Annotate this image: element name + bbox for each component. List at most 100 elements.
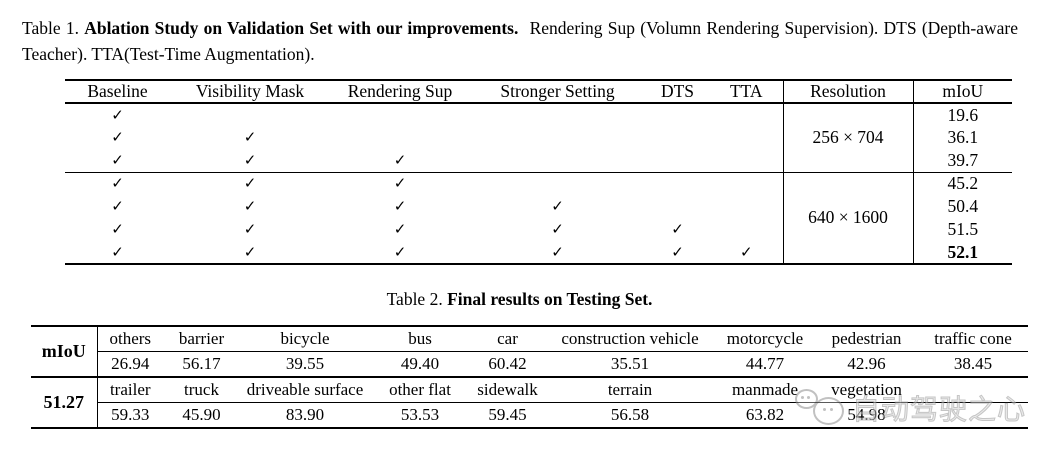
class-header-cell: manmade: [715, 377, 815, 403]
ablation-row-6: ✓ ✓ ✓ ✓ ✓ 51.5: [65, 218, 1012, 241]
check-cell: ✓: [243, 152, 257, 169]
col-header-stronger-setting: Stronger Setting: [500, 81, 615, 101]
ablation-table: Baseline Visibility Mask Rendering Sup S…: [65, 79, 1012, 265]
check-cell: [170, 103, 330, 126]
class-header-cell: motorcycle: [715, 326, 815, 352]
check-cell: ✓: [111, 222, 124, 238]
miou-cell: 39.7: [947, 149, 979, 170]
class-value-cell: 44.77: [745, 353, 785, 373]
table1-caption: Table 1. Ablation Study on Validation Se…: [22, 15, 1018, 67]
check-cell: ✓: [671, 222, 684, 238]
check-cell: ✓: [671, 244, 684, 261]
check-cell: [645, 172, 710, 195]
class-value-cell: 83.90: [285, 404, 325, 424]
check-cell: ✓: [243, 222, 257, 238]
class-value-cell: 35.51: [610, 353, 650, 373]
check-cell: [645, 195, 710, 218]
miou-label: mIoU: [31, 326, 98, 377]
results-table: mIoU others barrier bicycle bus car cons…: [31, 325, 1028, 429]
check-cell: [470, 149, 645, 172]
check-cell: [710, 218, 784, 241]
class-header-cell: traffic cone: [918, 326, 1028, 352]
col-header-miou: mIoU: [942, 81, 984, 101]
class-value-cell: 60.42: [488, 353, 527, 373]
check-cell: ✓: [243, 199, 257, 215]
ablation-row-5: ✓ ✓ ✓ ✓ 50.4: [65, 195, 1012, 218]
class-header-cell: bus: [370, 326, 470, 352]
check-cell: ✓: [111, 107, 124, 124]
check-cell: ✓: [111, 244, 124, 261]
miou-value: 51.27: [31, 377, 98, 428]
ablation-row-3: ✓ ✓ ✓ 39.7: [65, 149, 1012, 172]
table1-caption-rest: Rendering Sup (Volumn Rendering Supervis…: [22, 18, 1019, 64]
resolution-cell: 640 × 1600: [783, 172, 914, 264]
class-value-cell: 26.94: [111, 353, 150, 373]
class-header-cell: trailer: [97, 377, 163, 403]
check-cell: ✓: [243, 130, 257, 146]
class-header-cell: truck: [163, 377, 240, 403]
class-header-cell: barrier: [163, 326, 240, 352]
check-cell: [470, 103, 645, 126]
class-header-cell: construction vehicle: [545, 326, 715, 352]
class-header-cell: pedestrian: [815, 326, 918, 352]
class-value-cell: 53.53: [400, 404, 440, 424]
table2-caption: Table 2. Final results on Testing Set.: [0, 289, 1039, 310]
check-cell: [710, 103, 784, 126]
class-value-cell-empty: [918, 402, 1028, 428]
class-value-cell: 59.33: [111, 404, 150, 424]
check-cell: ✓: [243, 176, 257, 193]
check-cell: ✓: [710, 241, 784, 264]
miou-cell-best: 52.1: [947, 241, 979, 262]
check-cell: [330, 103, 470, 126]
class-value-cell: 59.45: [488, 404, 527, 424]
check-cell: [710, 172, 784, 195]
table2-caption-prefix: Table 2.: [386, 289, 443, 309]
class-value-cell: 42.96: [847, 353, 886, 373]
class-value-cell: 45.90: [182, 404, 221, 424]
class-header-cell: bicycle: [240, 326, 370, 352]
check-cell: ✓: [111, 199, 124, 215]
check-cell: ✓: [243, 244, 257, 261]
check-cell: [645, 149, 710, 172]
ablation-header-row: Baseline Visibility Mask Rendering Sup S…: [65, 80, 1012, 103]
results-classes-row-2: 51.27 trailer truck driveable surface ot…: [31, 377, 1028, 428]
class-header-cell: terrain: [545, 377, 715, 403]
class-header-cell: car: [470, 326, 545, 352]
check-cell: ✓: [393, 152, 407, 169]
class-header-cell: driveable surface: [240, 377, 370, 403]
table1-caption-title: Ablation Study on Validation Set with ou…: [84, 18, 519, 38]
miou-cell: 50.4: [947, 196, 979, 216]
miou-cell: 45.2: [947, 173, 979, 194]
col-header-rendering-sup: Rendering Sup: [347, 81, 453, 101]
table2-caption-title: Final results on Testing Set.: [447, 289, 653, 309]
class-value-cell: 56.17: [182, 353, 221, 373]
check-cell: [710, 126, 784, 149]
results-values-row-1: 26.94 56.17 39.55 49.40 60.42 35.51 44.7…: [31, 351, 1028, 377]
check-cell: ✓: [393, 222, 407, 238]
check-cell: [470, 172, 645, 195]
check-cell: ✓: [111, 176, 124, 193]
miou-cell: 19.6: [947, 104, 979, 125]
class-value-cell: 54.98: [847, 404, 886, 424]
check-cell: ✓: [393, 244, 407, 261]
check-cell: ✓: [551, 222, 564, 238]
check-cell: [330, 126, 470, 149]
class-value-cell: 39.55: [285, 353, 325, 373]
ablation-row-4: ✓ ✓ ✓ 640 × 1600 45.2: [65, 172, 1012, 264]
check-cell: ✓: [551, 244, 564, 261]
results-classes-row-1: mIoU others barrier bicycle bus car cons…: [31, 326, 1028, 377]
miou-cell: 36.1: [947, 127, 979, 147]
miou-cell: 51.5: [947, 219, 979, 239]
check-cell: [645, 126, 710, 149]
col-header-resolution: Resolution: [783, 80, 914, 103]
ablation-row-1: ✓ 256 × 704 19.6: [65, 103, 1012, 172]
ablation-row-2: ✓ ✓ 36.1: [65, 126, 1012, 149]
col-header-baseline: Baseline: [87, 81, 148, 101]
class-header-cell-empty: [918, 377, 1028, 403]
check-cell: [645, 103, 710, 126]
check-cell: [470, 126, 645, 149]
class-value-cell: 56.58: [610, 404, 650, 424]
class-value-cell: 38.45: [953, 353, 993, 373]
class-value-cell: 63.82: [745, 404, 785, 424]
class-header-cell: other flat: [370, 377, 470, 403]
